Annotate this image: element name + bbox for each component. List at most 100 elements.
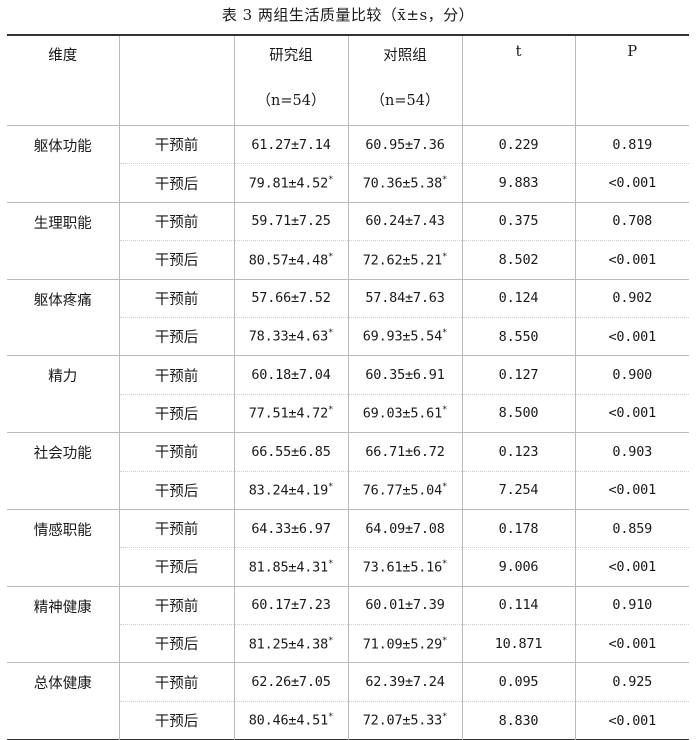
- control-value-cell: 60.24±7.43: [348, 201, 463, 241]
- header-row-2: （n=54） （n=54）: [7, 81, 689, 126]
- table-row: 躯体功能 干预前 61.27±7.14 60.95±7.36 0.229 0.819: [7, 124, 689, 203]
- dimension-cell: 总体健康: [7, 662, 120, 740]
- stage-cell: 干预后: [119, 393, 235, 433]
- table-row: 总体健康 干预前 62.26±7.05 62.39±7.24 0.095 0.925: [7, 662, 689, 740]
- stage-cell: 干预前: [119, 432, 235, 472]
- stage-cell: 干预前: [119, 508, 235, 548]
- t-value-cell: 0.114: [462, 585, 576, 625]
- t-value-cell: 0.178: [462, 508, 576, 548]
- significance-marker: *: [328, 405, 334, 416]
- table-caption: 表 3 两组生活质量比较（x̄±s，分）: [221, 6, 475, 24]
- significance-marker: *: [328, 712, 334, 723]
- header-control-n: （n=54）: [348, 81, 463, 126]
- significance-marker: *: [328, 328, 334, 339]
- significance-marker: *: [442, 328, 448, 339]
- t-value-cell: 8.500: [462, 393, 576, 433]
- study-value-cell: 64.33±6.97: [234, 508, 349, 548]
- p-value-cell: <0.001: [575, 700, 689, 740]
- significance-marker: *: [328, 174, 334, 185]
- control-value-cell: 73.61±5.16*: [348, 547, 463, 587]
- table-row: 社会功能 干预前 66.55±6.85 66.71±6.72 0.123 0.903: [7, 432, 689, 510]
- control-value-cell: 64.09±7.08: [348, 508, 463, 548]
- stage-cell: 干预前: [119, 355, 235, 395]
- t-value-cell: 8.502: [462, 240, 576, 280]
- t-value-cell: 0.127: [462, 355, 576, 395]
- p-value-cell: 0.902: [575, 278, 689, 318]
- header-control: 对照组: [348, 35, 463, 81]
- p-value-cell: 0.903: [575, 432, 689, 472]
- t-value-cell: 0.229: [462, 124, 576, 164]
- p-value-cell: 0.900: [575, 355, 689, 395]
- stage-cell: 干预后: [119, 316, 235, 356]
- table-row: 干预后 81.85±4.31* 73.61±5.16* 9.006 <0.001: [7, 547, 689, 587]
- t-value-cell: 0.124: [462, 278, 576, 318]
- study-value-cell: 60.18±7.04: [234, 355, 349, 395]
- control-value-cell: 71.09±5.29*: [348, 624, 463, 663]
- header-row-1: 维度 研究组 对照组 t P: [7, 35, 689, 126]
- study-value-cell: 83.24±4.19*: [234, 470, 349, 510]
- t-value-cell: 0.375: [462, 201, 576, 241]
- t-value-cell: 9.883: [462, 163, 576, 203]
- header-study: 研究组: [234, 35, 349, 81]
- p-value-cell: <0.001: [575, 316, 689, 356]
- p-value-cell: <0.001: [575, 163, 689, 203]
- study-value-cell: 62.26±7.05: [234, 662, 349, 702]
- study-value-cell: 59.71±7.25: [234, 201, 349, 241]
- stage-cell: 干预前: [119, 662, 235, 702]
- data-table: 维度 研究组 对照组 t P （n=54） （n=54） 躯体功能 干预前 61.2…: [7, 34, 689, 740]
- control-value-cell: 76.77±5.04*: [348, 470, 463, 510]
- p-value-cell: <0.001: [575, 470, 689, 510]
- control-value-cell: 60.35±6.91: [348, 355, 463, 395]
- table-row: 干预后 78.33±4.63* 69.93±5.54* 8.550 <0.001: [7, 316, 689, 356]
- stage-cell: 干预后: [119, 163, 235, 203]
- dimension-cell: 躯体疼痛: [7, 278, 120, 356]
- significance-marker: *: [442, 481, 448, 492]
- t-value-cell: 8.830: [462, 700, 576, 740]
- control-value-cell: 72.62±5.21*: [348, 240, 463, 280]
- study-value-cell: 81.25±4.38*: [234, 624, 349, 663]
- stage-cell: 干预后: [119, 624, 235, 663]
- study-value-cell: 78.33±4.63*: [234, 316, 349, 356]
- study-value-cell: 80.46±4.51*: [234, 700, 349, 740]
- p-value-cell: <0.001: [575, 624, 689, 663]
- stage-cell: 干预前: [119, 278, 235, 318]
- control-value-cell: 60.95±7.36: [348, 124, 463, 164]
- control-value-cell: 72.07±5.33*: [348, 700, 463, 740]
- dimension-cell: 生理职能: [7, 201, 120, 280]
- stage-cell: 干预后: [119, 470, 235, 510]
- table-row: 精力 干预前 60.18±7.04 60.35±6.91 0.127 0.900: [7, 355, 689, 433]
- table-row: 干预后 79.81±4.52* 70.36±5.38* 9.883 <0.001: [7, 163, 689, 203]
- table-row: 干预后 80.57±4.48* 72.62±5.21* 8.502 <0.001: [7, 240, 689, 280]
- t-value-cell: 0.123: [462, 432, 576, 472]
- control-value-cell: 62.39±7.24: [348, 662, 463, 702]
- dimension-cell: 躯体功能: [7, 125, 120, 203]
- p-value-cell: 0.910: [575, 585, 689, 625]
- t-value-cell: 7.254: [462, 470, 576, 510]
- control-value-cell: 70.36±5.38*: [348, 163, 463, 203]
- dimension-cell: 精力: [7, 355, 120, 433]
- p-value-cell: 0.819: [575, 124, 689, 164]
- study-value-cell: 80.57±4.48*: [234, 240, 349, 280]
- dimension-cell: 精神健康: [7, 585, 120, 663]
- stage-cell: 干预后: [119, 547, 235, 587]
- study-value-cell: 57.66±7.52: [234, 278, 349, 318]
- table-row: 干预后 83.24±4.19* 76.77±5.04* 7.254 <0.001: [7, 470, 689, 510]
- p-value-cell: <0.001: [575, 240, 689, 280]
- header-study-n: （n=54）: [234, 81, 349, 126]
- study-value-cell: 81.85±4.31*: [234, 547, 349, 587]
- table-row: 精神健康 干预前 60.17±7.23 60.01±7.39 0.114 0.910: [7, 585, 689, 663]
- stage-cell: 干预后: [119, 240, 235, 280]
- header-p: P: [627, 44, 638, 60]
- p-value-cell: <0.001: [575, 547, 689, 587]
- table-body: 躯体功能 干预前 61.27±7.14 60.95±7.36 0.229 0.819 干预后…: [7, 124, 689, 740]
- table-row: 干预后 81.25±4.38* 71.09±5.29* 10.871 <0.001: [7, 624, 689, 663]
- p-value-cell: <0.001: [575, 393, 689, 433]
- p-value-cell: 0.925: [575, 662, 689, 702]
- study-value-cell: 79.81±4.52*: [234, 163, 349, 203]
- study-value-cell: 66.55±6.85: [234, 432, 349, 472]
- significance-marker: *: [442, 712, 448, 723]
- stage-cell: 干预前: [119, 585, 235, 625]
- table-row: 躯体疼痛 干预前 57.66±7.52 57.84±7.63 0.124 0.902: [7, 278, 689, 356]
- significance-marker: *: [442, 635, 448, 646]
- header-dimension: 维度: [7, 35, 120, 126]
